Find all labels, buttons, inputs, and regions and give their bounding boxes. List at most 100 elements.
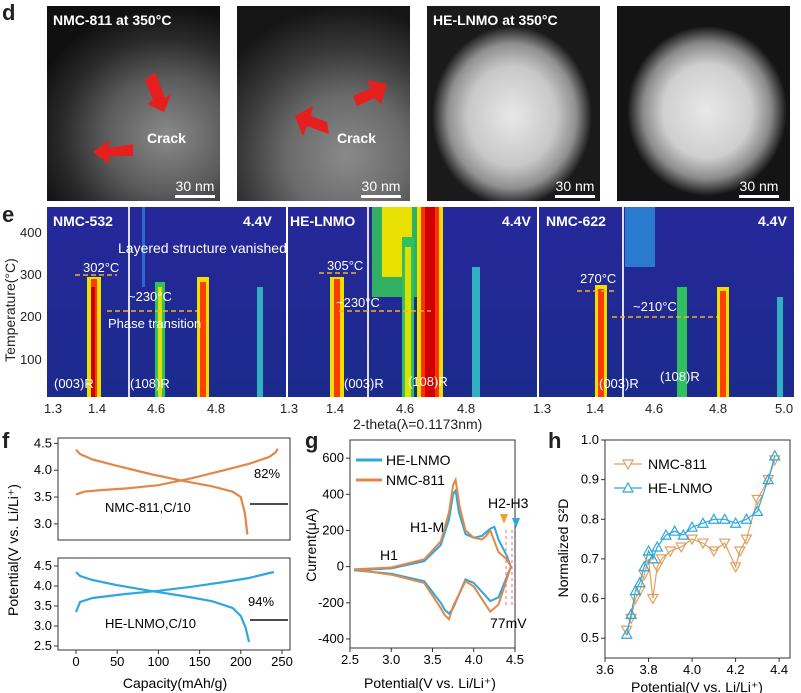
x-tick-label: 2.5 <box>341 652 359 667</box>
peak-label: (003)R <box>54 376 94 391</box>
x-tick: 4.8 <box>709 401 728 416</box>
annotation-h2-h3: H2-H3 <box>488 495 529 511</box>
data-point-he-lnmo <box>633 576 646 588</box>
x-tick: 4.6 <box>147 401 166 416</box>
data-point-nmc-811 <box>696 538 709 550</box>
arrow-down-icon <box>512 518 520 528</box>
x-tick: 4.6 <box>645 401 664 416</box>
y-tick-label: 0 <box>337 559 344 574</box>
data-point-he-lnmo <box>651 540 664 552</box>
x-tick: 1.3 <box>44 401 63 416</box>
scale-bar: 30 nm <box>739 178 779 198</box>
peak-label: (003)R <box>599 376 639 391</box>
map-title: NMC-532 <box>53 213 113 229</box>
legend-marker <box>621 459 635 471</box>
mid-temp-label: ~210°C <box>633 299 677 314</box>
x-tick: 1.3 <box>533 401 552 416</box>
x-tick-label: 4.0 <box>465 652 483 667</box>
x-tick-label: 4.0 <box>683 662 701 677</box>
panel-letter-g: g <box>305 428 319 453</box>
legend-label: HE-LNMO <box>386 452 451 468</box>
data-point-he-lnmo <box>768 449 781 461</box>
y-tick-label: 600 <box>322 450 344 465</box>
legend-label: NMC-811 <box>648 456 707 472</box>
legend-label: HE-LNMO <box>648 480 713 496</box>
x-tick: 1.4 <box>88 401 107 416</box>
map-title: NMC-622 <box>546 213 606 229</box>
top-temp-label: 305°C <box>327 258 364 273</box>
peak-label: (108)R <box>660 369 700 384</box>
x-tick-label: 3.6 <box>596 662 614 677</box>
subplot-label: NMC-811,C/10 <box>105 500 191 515</box>
annotation-h1-m: H1-M <box>410 519 444 535</box>
y-tick-label: 0.5 <box>581 630 599 645</box>
data-point-nmc-811 <box>707 546 720 558</box>
series-line-nmc-811 <box>626 459 776 631</box>
y-tick-label: 4.0 <box>34 578 52 593</box>
map-voltage: 4.4V <box>502 213 531 229</box>
data-point-he-lnmo <box>707 513 720 524</box>
tem-image-2: Crack 30 nm <box>237 6 410 201</box>
x-tick-label: 3.0 <box>382 652 400 667</box>
plot-frame <box>604 439 791 659</box>
plot-frame <box>57 557 291 651</box>
tem-image-1: NMC-811 at 350°C Crack 30 nm <box>47 6 220 201</box>
temperature-axis-label: Temperature(°C) <box>2 258 18 362</box>
tem-image-label: NMC-811 at 350°C <box>53 12 172 28</box>
heatmap-nmc-532 <box>47 207 286 397</box>
retention-label: 94% <box>248 594 274 609</box>
top-temp-label: 270°C <box>580 271 617 286</box>
two-theta-axis-label: 2-theta(λ=0.1173nm) <box>353 416 483 432</box>
cv-curve-nmc-811 <box>353 476 512 621</box>
peak-label: (108)R <box>130 376 170 391</box>
y-axis-label: Normalized S²D <box>555 499 571 598</box>
x-axis-label: Potential(V vs. Li/Li⁺) <box>364 675 496 691</box>
y-tick: 400 <box>20 225 42 240</box>
x-tick-label: 3.8 <box>639 662 657 677</box>
y-tick-label: 3.5 <box>34 598 52 613</box>
data-point-nmc-811 <box>664 546 677 558</box>
x-tick-label: 4.4 <box>770 662 788 677</box>
x-tick-label: 3.5 <box>423 652 441 667</box>
charge-curve-he-lnmo <box>74 570 275 613</box>
mid-temp-label: ~230°C <box>128 289 172 304</box>
legend-marker <box>621 481 635 493</box>
y-axis-label: Potential(V vs. Li/Li⁺) <box>5 484 21 616</box>
vanished-note: Layered structure vanished <box>118 240 287 256</box>
x-tick-label: 4.5 <box>506 652 524 667</box>
data-point-he-lnmo <box>740 513 753 524</box>
y-tick-label: 1.0 <box>581 432 599 447</box>
data-point-he-lnmo <box>646 552 659 564</box>
data-point-nmc-811 <box>718 538 731 550</box>
data-point-he-lnmo <box>638 560 651 572</box>
crack-label: Crack <box>337 130 376 146</box>
panel-letter-d: d <box>2 0 16 25</box>
y-tick-label: 200 <box>322 522 344 537</box>
y-tick-label: 2.5 <box>34 638 52 653</box>
map-voltage: 4.4V <box>758 213 787 229</box>
data-point-he-lnmo <box>751 505 764 516</box>
x-tick: 1.4 <box>586 401 605 416</box>
scale-bar: 30 nm <box>361 178 401 198</box>
data-point-nmc-811 <box>655 554 668 566</box>
y-tick-label: 4.5 <box>34 435 52 450</box>
panel-letter-e: e <box>2 202 15 227</box>
data-point-he-lnmo <box>686 520 699 532</box>
plot-frame <box>57 437 291 541</box>
x-tick: 4.8 <box>207 401 226 416</box>
retention-label: 82% <box>254 466 280 481</box>
data-point-he-lnmo <box>668 524 681 536</box>
crack-arrows <box>93 72 171 164</box>
data-point-nmc-811 <box>751 494 764 506</box>
data-point-nmc-811 <box>646 593 659 605</box>
tem-image-label: HE-LNMO at 350°C <box>433 12 558 28</box>
x-tick: 5.0 <box>775 401 794 416</box>
data-point-nmc-811 <box>686 534 699 546</box>
y-tick: 200 <box>20 309 42 324</box>
discharge-curve-he-lnmo <box>75 571 251 643</box>
annotation-shift: 77mV <box>490 615 527 631</box>
crack-label: Crack <box>147 130 186 146</box>
x-tick-label: 250 <box>271 654 293 669</box>
arrow-down-icon <box>500 514 508 524</box>
annotation-h1: H1 <box>380 547 398 563</box>
